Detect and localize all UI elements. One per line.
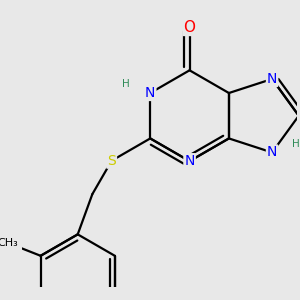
Text: N: N [267,146,277,160]
Text: O: O [184,20,196,35]
Text: N: N [184,154,195,168]
Text: S: S [107,154,116,168]
Text: CH₃: CH₃ [0,238,18,248]
Text: H: H [122,80,130,89]
Text: N: N [145,86,155,100]
Text: N: N [267,72,277,86]
Text: H: H [292,139,300,149]
